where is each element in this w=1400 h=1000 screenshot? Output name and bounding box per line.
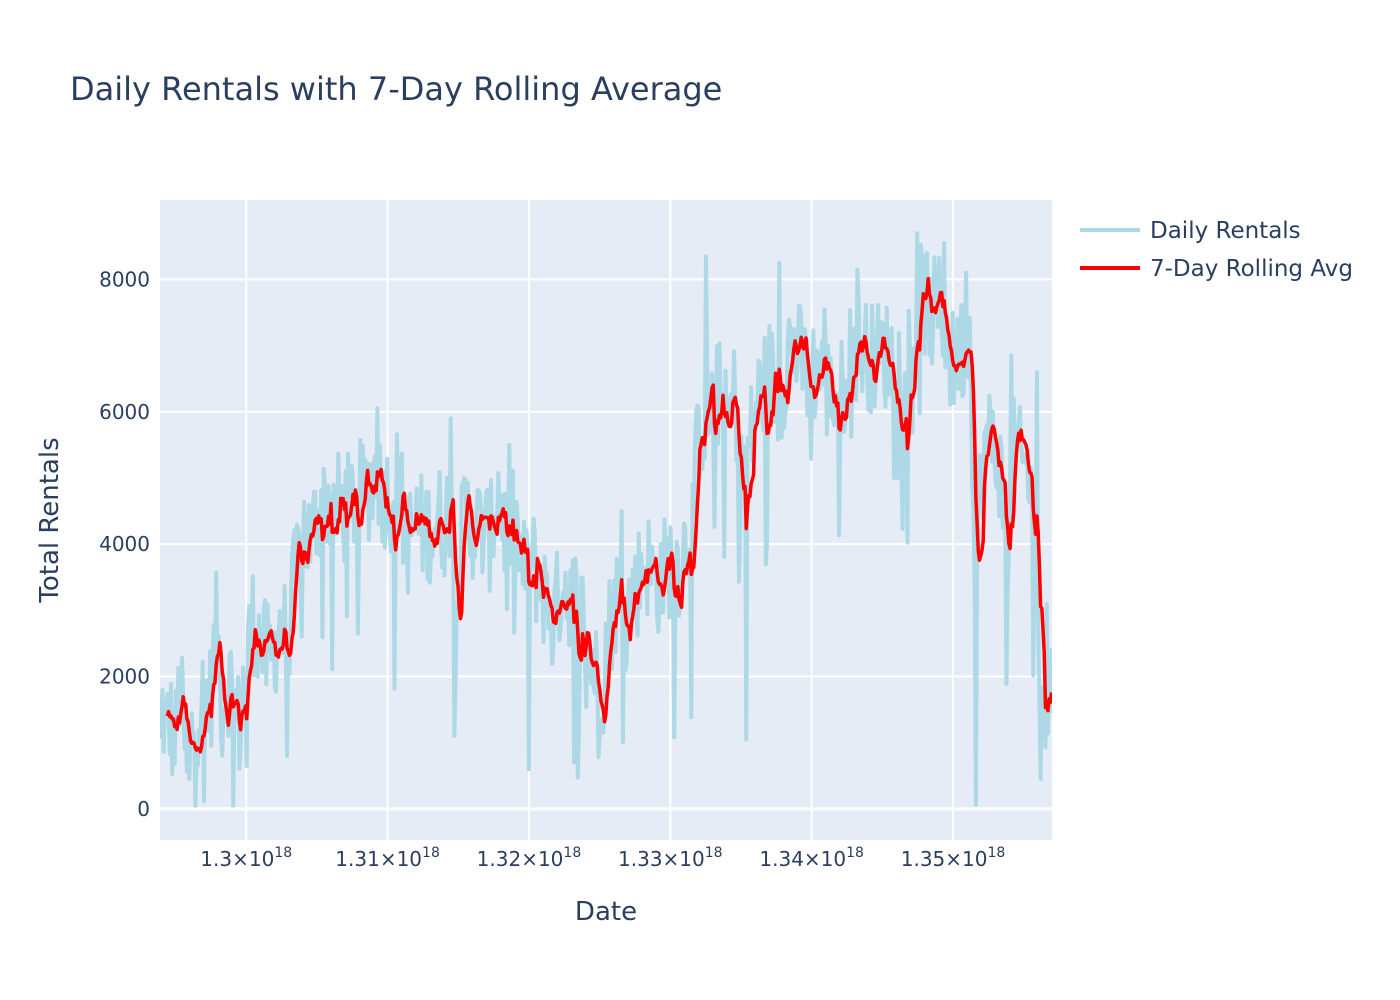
legend: Daily Rentals 7-Day Rolling Avg xyxy=(1080,218,1353,282)
x-tick-label: 1.32×1018 xyxy=(477,845,582,871)
x-tick-label: 1.3×1018 xyxy=(200,845,292,871)
y-axis-title: Total Rentals xyxy=(35,437,65,603)
x-tick-label: 1.33×1018 xyxy=(618,845,723,871)
x-tick-label: 1.34×1018 xyxy=(759,845,864,871)
y-tick-label: 2000 xyxy=(99,665,150,689)
legend-item-7-day-rolling-avg[interactable]: 7-Day Rolling Avg xyxy=(1080,256,1353,282)
chart-title: Daily Rentals with 7-Day Rolling Average xyxy=(70,70,722,108)
y-tick-labels: 0 2000 4000 6000 8000 xyxy=(99,267,150,820)
series-line-daily-rentals xyxy=(160,231,1052,808)
x-tick-labels: 1.3×1018 1.31×1018 1.32×1018 1.33×1018 1.34×… xyxy=(200,845,1005,871)
x-tick-label: 1.31×1018 xyxy=(335,845,440,871)
y-tick-label: 0 xyxy=(137,797,150,821)
y-tick-label: 4000 xyxy=(99,532,150,556)
y-tick-label: 6000 xyxy=(99,400,150,424)
series-line-7-day-rolling-avg xyxy=(165,276,1052,754)
y-tick-label: 8000 xyxy=(99,267,150,291)
legend-label-daily-rentals: Daily Rentals xyxy=(1150,218,1301,244)
legend-label-7-day-rolling-avg: 7-Day Rolling Avg xyxy=(1150,256,1353,282)
x-axis-title: Date xyxy=(575,897,637,927)
legend-item-daily-rentals[interactable]: Daily Rentals xyxy=(1080,218,1301,244)
x-tick-label: 1.35×1018 xyxy=(901,845,1006,871)
